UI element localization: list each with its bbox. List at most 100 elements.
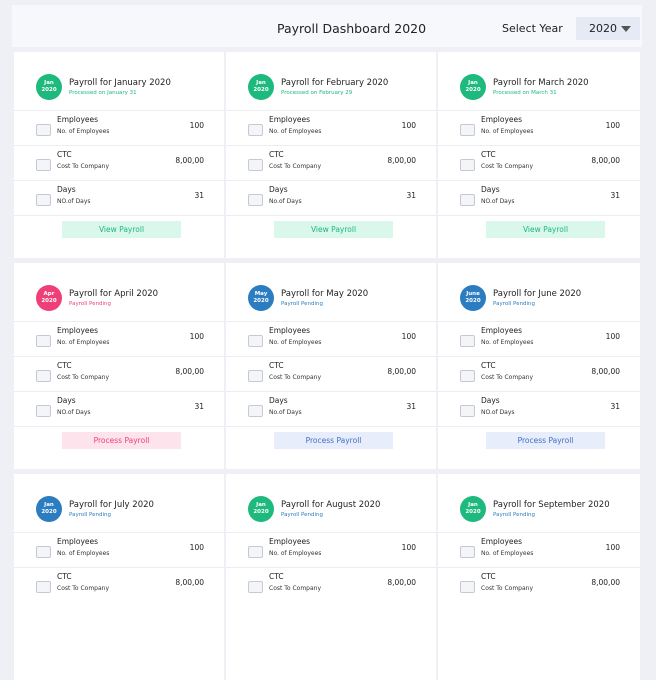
row-divider <box>438 356 640 357</box>
row-icon <box>460 370 475 382</box>
card-title: Payroll for April 2020 <box>69 289 159 299</box>
month-badge: Jan 2020 <box>248 74 274 100</box>
row-label: CTC <box>57 361 72 370</box>
row-value: 31 <box>194 191 204 200</box>
card-title: Payroll for June 2020 <box>493 289 582 299</box>
row-icon <box>248 581 263 593</box>
row-sub: Cost To Company <box>57 585 110 592</box>
row-sub: Cost To Company <box>57 163 110 170</box>
row-divider <box>14 532 224 533</box>
row-divider <box>14 426 224 427</box>
row-sub: Cost To Company <box>269 163 322 170</box>
payroll-card: Jan 2020 Payroll for August 2020 Payroll Pe… <box>226 474 436 680</box>
row-divider <box>14 391 224 392</box>
row-divider <box>438 391 640 392</box>
action-button[interactable]: View Payroll <box>62 221 181 238</box>
row-divider <box>14 110 224 111</box>
row-label: CTC <box>481 572 496 581</box>
row-value: 8,00,00 <box>591 578 620 587</box>
row-sub: Cost To Company <box>481 585 534 592</box>
row-divider <box>14 356 224 357</box>
row-label: Employees <box>481 115 523 124</box>
row-label: Employees <box>481 326 523 335</box>
row-label: CTC <box>481 150 496 159</box>
payroll-card: Jan 2020 Payroll for September 2020 Payroll… <box>438 474 640 680</box>
row-divider <box>14 321 224 322</box>
row-icon <box>248 335 263 347</box>
row-divider <box>438 532 640 533</box>
card-status: Payroll Pending <box>69 301 111 307</box>
row-icon <box>36 335 51 347</box>
row-icon <box>460 581 475 593</box>
month-badge: June 2020 <box>460 285 486 311</box>
card-status: Payroll Pending <box>281 301 323 307</box>
row-value: 100 <box>401 121 416 130</box>
action-button[interactable]: Process Payroll <box>62 432 181 449</box>
badge-month: June <box>466 291 480 297</box>
card-status: Payroll Pending <box>69 512 111 518</box>
row-divider <box>226 145 436 146</box>
row-sub: Cost To Company <box>57 374 110 381</box>
action-button[interactable]: View Payroll <box>274 221 393 238</box>
row-icon <box>460 159 475 171</box>
row-divider <box>438 110 640 111</box>
row-value: 8,00,00 <box>591 156 620 165</box>
card-title: Payroll for March 2020 <box>493 78 589 88</box>
row-value: 100 <box>605 543 620 552</box>
month-badge: Jan 2020 <box>36 496 62 522</box>
card-title: Payroll for August 2020 <box>281 500 381 510</box>
badge-month: Jan <box>256 80 266 86</box>
badge-month: Jan <box>468 502 478 508</box>
badge-month: May <box>254 291 268 297</box>
select-label: Select Year <box>502 22 563 35</box>
payroll-card: Jan 2020 Payroll for February 2020 Processe… <box>226 52 436 258</box>
payroll-card: Jan 2020 Payroll for July 2020 Payroll Pend… <box>14 474 224 680</box>
month-badge: Jan 2020 <box>460 496 486 522</box>
card-status: Payroll Pending <box>493 512 535 518</box>
card-title: Payroll for May 2020 <box>281 289 369 299</box>
row-divider <box>438 180 640 181</box>
row-divider <box>226 321 436 322</box>
row-sub: No. of Employees <box>57 339 110 346</box>
badge-year: 2020 <box>253 87 269 93</box>
payroll-card: Jan 2020 Payroll for March 2020 Processed o… <box>438 52 640 258</box>
action-button[interactable]: Process Payroll <box>486 432 605 449</box>
row-label: Employees <box>57 537 99 546</box>
row-icon <box>460 124 475 136</box>
row-value: 8,00,00 <box>175 156 204 165</box>
row-sub: Cost To Company <box>269 585 322 592</box>
badge-month: Jan <box>44 80 54 86</box>
row-sub: No. of Employees <box>57 128 110 135</box>
row-sub: No. of Employees <box>269 339 322 346</box>
action-button[interactable]: Process Payroll <box>274 432 393 449</box>
row-icon <box>460 335 475 347</box>
row-divider <box>226 215 436 216</box>
row-icon <box>36 546 51 558</box>
card-status: Payroll Pending <box>281 512 323 518</box>
row-icon <box>248 370 263 382</box>
row-value: 31 <box>194 402 204 411</box>
payroll-card: Apr 2020 Payroll for April 2020 Payroll Pen… <box>14 263 224 469</box>
month-badge: Apr 2020 <box>36 285 62 311</box>
year-select[interactable]: 2020 <box>576 17 640 40</box>
year-value: 2020 <box>589 22 617 35</box>
badge-year: 2020 <box>253 298 269 304</box>
row-icon <box>36 159 51 171</box>
row-value: 31 <box>406 402 416 411</box>
badge-year: 2020 <box>465 509 481 515</box>
row-icon <box>248 194 263 206</box>
card-title: Payroll for January 2020 <box>69 78 171 88</box>
row-label: CTC <box>269 572 284 581</box>
row-value: 100 <box>189 332 204 341</box>
row-divider <box>438 321 640 322</box>
row-label: Days <box>269 185 288 194</box>
card-status: Processed on January 31 <box>69 90 137 96</box>
row-value: 100 <box>189 543 204 552</box>
row-sub: NO.of Days <box>481 409 515 416</box>
row-value: 8,00,00 <box>387 578 416 587</box>
row-sub: No.of Days <box>269 198 302 205</box>
row-label: Employees <box>269 326 311 335</box>
row-label: Days <box>481 396 500 405</box>
action-button[interactable]: View Payroll <box>486 221 605 238</box>
row-divider <box>226 356 436 357</box>
